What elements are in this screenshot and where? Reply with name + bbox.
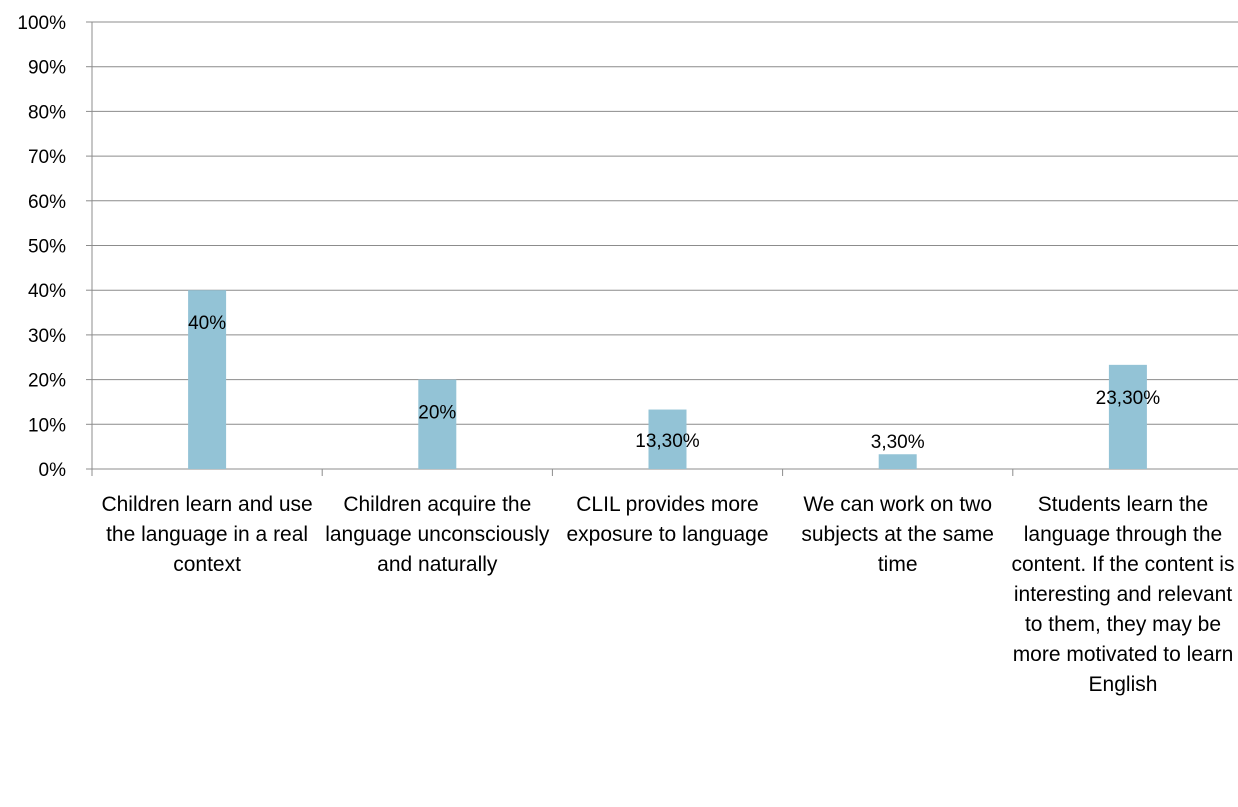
bar <box>188 290 227 469</box>
data-label: 23,30% <box>1096 388 1161 409</box>
y-tick-label: 30% <box>28 326 66 347</box>
data-label: 13,30% <box>635 431 700 452</box>
y-tick-label: 40% <box>28 281 66 302</box>
x-category-label: Students learn the language through the … <box>1011 493 1235 696</box>
bar <box>1108 364 1147 469</box>
data-label: 40% <box>188 313 226 334</box>
y-tick-label: 0% <box>39 460 67 481</box>
gridlines <box>92 21 1238 425</box>
bars <box>188 290 1147 469</box>
data-label: 20% <box>418 403 456 424</box>
y-tick-label: 80% <box>28 102 66 123</box>
y-tick-label: 10% <box>28 415 66 436</box>
y-tick-label: 90% <box>28 58 66 79</box>
data-label: 3,30% <box>871 432 925 453</box>
y-axis-tick-labels: 0% 10% 20% 30% 40% 50% 60% 70% 80% 90% 100% <box>17 13 66 481</box>
data-labels: 40% 20% 13,30% 3,30% 23,30% <box>188 313 1160 453</box>
x-category-label: CLIL provides more exposure to language <box>566 493 769 546</box>
bar <box>418 379 457 469</box>
x-category-label: We can work on two subjects at the same … <box>801 493 994 576</box>
y-tick-label: 100% <box>17 13 66 34</box>
y-tick-label: 70% <box>28 147 66 168</box>
x-category-label: Children acquire the language unconsciou… <box>325 493 550 576</box>
bar <box>878 454 917 469</box>
x-category-label: Children learn and use the language in a… <box>101 493 313 576</box>
bar <box>648 409 687 469</box>
y-tick-label: 50% <box>28 237 66 258</box>
axes <box>86 21 1238 476</box>
y-tick-label: 20% <box>28 371 66 392</box>
y-tick-label: 60% <box>28 192 66 213</box>
